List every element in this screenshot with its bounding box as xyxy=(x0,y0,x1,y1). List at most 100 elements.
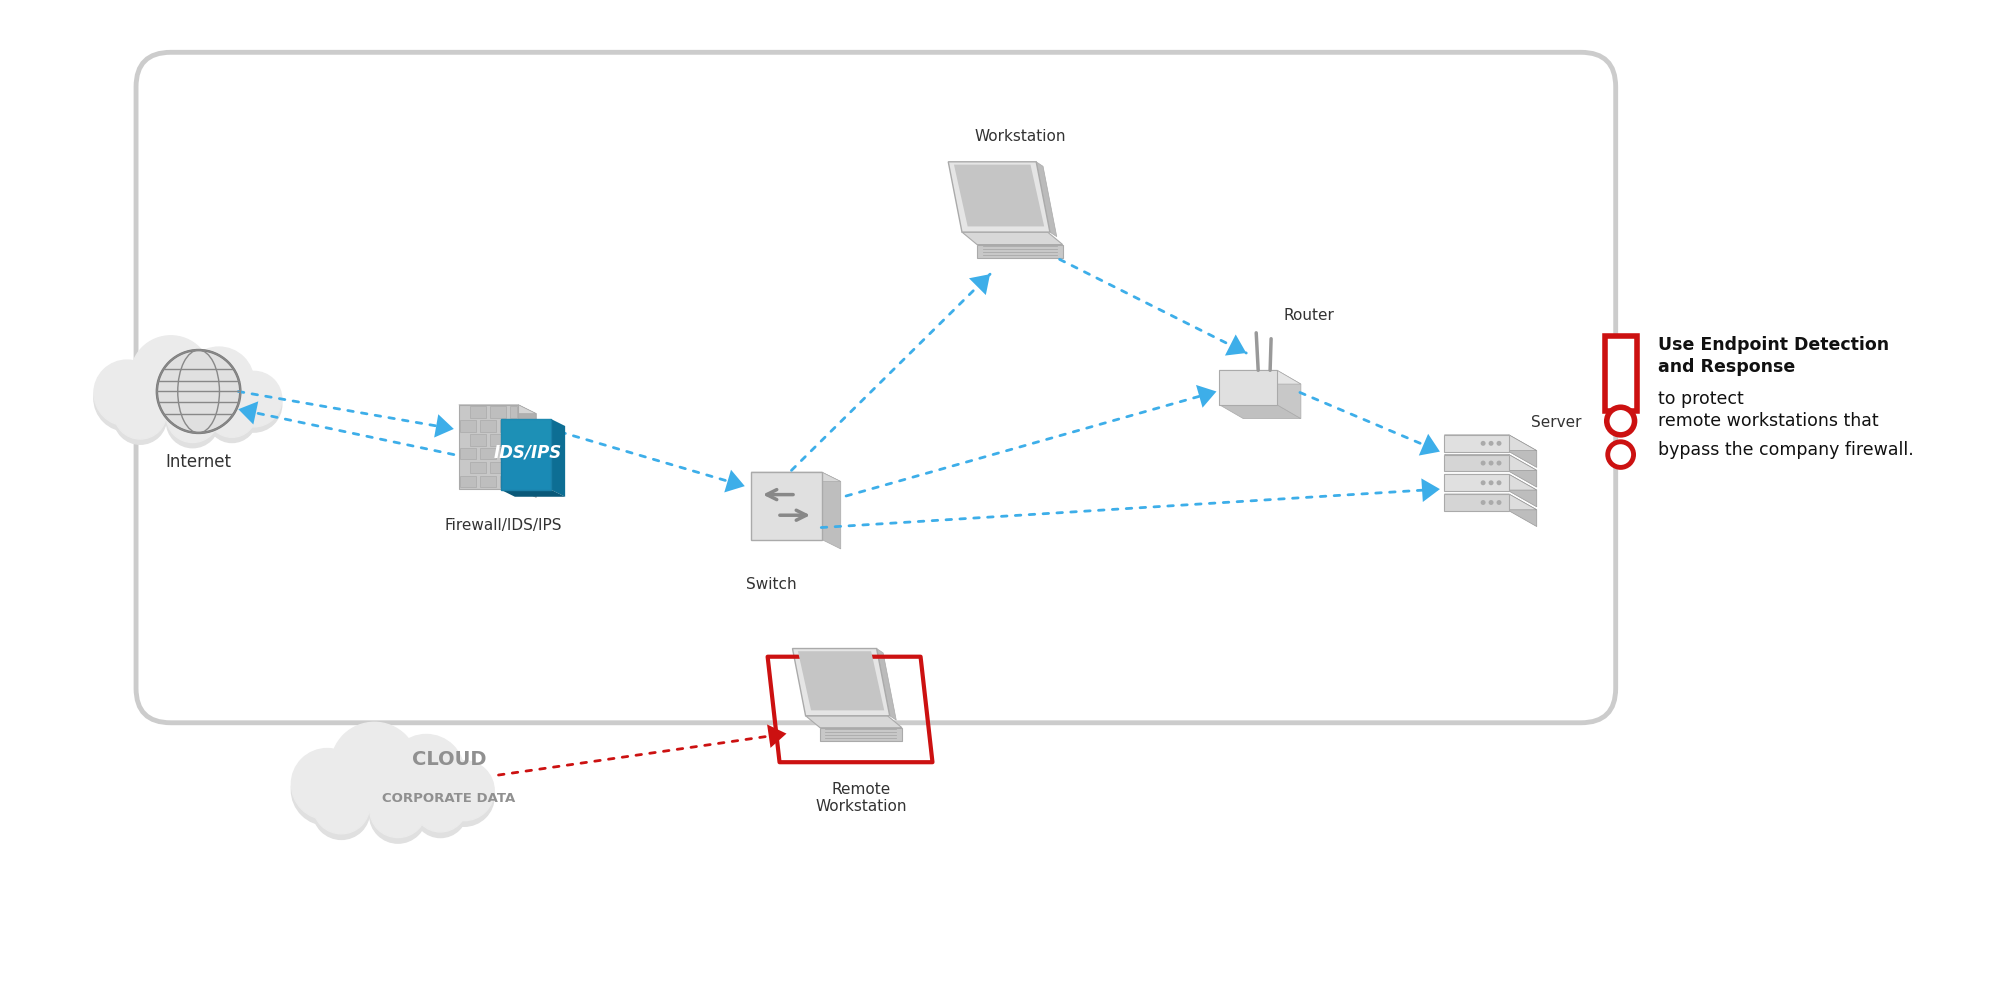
Circle shape xyxy=(1488,481,1494,486)
Circle shape xyxy=(208,388,256,437)
FancyBboxPatch shape xyxy=(480,420,496,431)
FancyBboxPatch shape xyxy=(490,434,506,446)
Polygon shape xyxy=(752,472,822,539)
Circle shape xyxy=(166,395,218,448)
Circle shape xyxy=(156,350,240,433)
Polygon shape xyxy=(876,648,896,720)
Polygon shape xyxy=(1220,371,1300,385)
Polygon shape xyxy=(502,419,552,448)
Circle shape xyxy=(114,392,166,444)
Polygon shape xyxy=(724,470,744,493)
FancyBboxPatch shape xyxy=(1604,336,1636,411)
FancyBboxPatch shape xyxy=(470,462,486,474)
Polygon shape xyxy=(978,245,1062,259)
Polygon shape xyxy=(962,232,1062,245)
FancyBboxPatch shape xyxy=(460,420,476,431)
Polygon shape xyxy=(1508,455,1536,488)
Circle shape xyxy=(184,347,254,416)
Polygon shape xyxy=(1444,495,1508,510)
Polygon shape xyxy=(1418,434,1440,456)
Polygon shape xyxy=(434,414,454,438)
Polygon shape xyxy=(1036,162,1056,237)
Polygon shape xyxy=(1444,435,1508,452)
Circle shape xyxy=(226,372,282,427)
Circle shape xyxy=(292,754,364,826)
Circle shape xyxy=(1488,461,1494,466)
Polygon shape xyxy=(458,404,518,489)
Text: Router: Router xyxy=(1284,308,1334,323)
Circle shape xyxy=(330,728,418,815)
Circle shape xyxy=(414,780,466,831)
FancyBboxPatch shape xyxy=(490,406,506,417)
Circle shape xyxy=(130,341,210,421)
Text: Remote
Workstation: Remote Workstation xyxy=(816,782,906,815)
Text: CLOUD: CLOUD xyxy=(412,750,486,769)
Polygon shape xyxy=(518,404,536,497)
Text: to protect
remote workstations that: to protect remote workstations that xyxy=(1658,389,1880,430)
Text: IDS/IPS: IDS/IPS xyxy=(494,444,562,462)
Polygon shape xyxy=(954,165,1044,226)
Text: Internet: Internet xyxy=(166,453,232,471)
Polygon shape xyxy=(1444,455,1508,472)
Polygon shape xyxy=(792,648,890,716)
Circle shape xyxy=(1606,407,1634,435)
FancyBboxPatch shape xyxy=(500,448,516,460)
Circle shape xyxy=(434,761,494,821)
Circle shape xyxy=(1496,500,1502,505)
Polygon shape xyxy=(1508,475,1536,506)
FancyBboxPatch shape xyxy=(510,434,518,446)
Circle shape xyxy=(208,394,256,443)
Polygon shape xyxy=(798,651,884,711)
FancyBboxPatch shape xyxy=(510,406,518,417)
Polygon shape xyxy=(1444,475,1508,492)
FancyBboxPatch shape xyxy=(470,434,486,446)
Circle shape xyxy=(1480,461,1486,466)
Circle shape xyxy=(414,785,466,837)
Circle shape xyxy=(130,336,210,415)
Text: Workstation: Workstation xyxy=(974,129,1066,144)
Polygon shape xyxy=(502,490,566,496)
Circle shape xyxy=(388,740,464,815)
Circle shape xyxy=(1480,441,1486,446)
Circle shape xyxy=(434,766,494,826)
Text: Server: Server xyxy=(1532,415,1582,430)
Circle shape xyxy=(370,781,426,837)
FancyBboxPatch shape xyxy=(480,476,496,488)
Circle shape xyxy=(330,722,418,809)
Circle shape xyxy=(314,778,370,833)
Circle shape xyxy=(1480,481,1486,486)
Polygon shape xyxy=(768,724,786,748)
Polygon shape xyxy=(1508,495,1536,526)
FancyBboxPatch shape xyxy=(470,406,486,417)
FancyBboxPatch shape xyxy=(500,476,516,488)
Polygon shape xyxy=(1508,435,1536,468)
Circle shape xyxy=(314,783,370,839)
FancyBboxPatch shape xyxy=(490,462,506,474)
Polygon shape xyxy=(822,472,840,549)
Polygon shape xyxy=(1278,371,1300,418)
Polygon shape xyxy=(1220,371,1278,404)
Text: Use Endpoint Detection
and Response: Use Endpoint Detection and Response xyxy=(1658,336,1890,377)
Polygon shape xyxy=(806,716,902,727)
Polygon shape xyxy=(1444,435,1536,451)
Circle shape xyxy=(184,352,254,422)
FancyBboxPatch shape xyxy=(480,448,496,460)
Polygon shape xyxy=(1444,475,1536,491)
Polygon shape xyxy=(1444,495,1536,509)
Polygon shape xyxy=(238,401,258,424)
Circle shape xyxy=(388,734,464,810)
FancyBboxPatch shape xyxy=(510,462,518,474)
Circle shape xyxy=(370,787,426,843)
Circle shape xyxy=(1496,441,1502,446)
Circle shape xyxy=(94,366,160,431)
Polygon shape xyxy=(1444,455,1536,471)
Polygon shape xyxy=(1196,385,1216,407)
Polygon shape xyxy=(968,275,990,295)
Circle shape xyxy=(1480,500,1486,505)
Polygon shape xyxy=(458,404,536,413)
FancyBboxPatch shape xyxy=(460,476,476,488)
Circle shape xyxy=(226,377,282,432)
Circle shape xyxy=(1496,481,1502,486)
Polygon shape xyxy=(1220,404,1300,418)
Polygon shape xyxy=(1422,479,1440,502)
